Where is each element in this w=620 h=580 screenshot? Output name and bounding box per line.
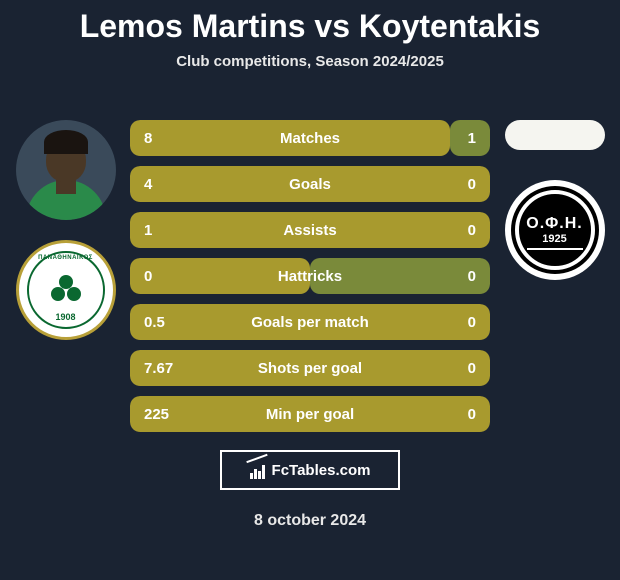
stat-label: Goals per match (251, 314, 369, 331)
page-subtitle: Club competitions, Season 2024/2025 (0, 53, 620, 70)
stat-value-right: 0 (468, 176, 476, 193)
stat-value-left: 1 (144, 222, 152, 239)
left-player-column: ΠΑΝΑΘΗΝΑΙΚΟΣ 1908 (8, 120, 123, 340)
stat-value-left: 0.5 (144, 314, 165, 331)
stat-label: Shots per goal (258, 360, 362, 377)
club-year-left: 1908 (55, 312, 75, 322)
player-avatar-left (16, 120, 116, 220)
stat-label: Min per goal (266, 406, 354, 423)
stats-table: 8 Matches 1 4 Goals 0 1 Assists 0 0 Hattricks 0 0.5 G… (130, 120, 490, 432)
stat-value-left: 8 (144, 130, 152, 147)
stat-value-right: 0 (468, 222, 476, 239)
stat-value-left: 7.67 (144, 360, 173, 377)
watermark-text: FcTables.com (272, 462, 371, 479)
club-logo-right: Ο.Φ.Η. 1925 (505, 180, 605, 280)
club-short-right: Ο.Φ.Η. (526, 215, 582, 233)
stat-label: Hattricks (278, 268, 342, 285)
stat-row: 7.67 Shots per goal 0 (130, 350, 490, 386)
club-logo-left: ΠΑΝΑΘΗΝΑΙΚΟΣ 1908 (16, 240, 116, 340)
stat-value-right: 0 (468, 314, 476, 331)
page-title: Lemos Martins vs Koytentakis (0, 0, 620, 45)
stat-row: 1 Assists 0 (130, 212, 490, 248)
stat-row: 4 Goals 0 (130, 166, 490, 202)
stat-row: 0 Hattricks 0 (130, 258, 490, 294)
club-name-left: ΠΑΝΑΘΗΝΑΙΚΟΣ (38, 255, 93, 261)
chart-icon (250, 461, 268, 479)
shamrock-icon (51, 275, 81, 305)
club-year-right: 1925 (542, 233, 566, 245)
watermark-badge: FcTables.com (220, 450, 400, 490)
stat-label: Matches (280, 130, 340, 147)
stat-value-left: 225 (144, 406, 169, 423)
stat-label: Goals (289, 176, 331, 193)
stat-row: 8 Matches 1 (130, 120, 490, 156)
footer-date: 8 october 2024 (0, 512, 620, 530)
stat-label: Assists (283, 222, 336, 239)
stat-row: 0.5 Goals per match 0 (130, 304, 490, 340)
stat-value-right: 0 (468, 406, 476, 423)
flag-placeholder-right (505, 120, 605, 150)
stat-value-left: 0 (144, 268, 152, 285)
stat-value-right: 0 (468, 268, 476, 285)
stat-value-right: 0 (468, 360, 476, 377)
stat-row: 225 Min per goal 0 (130, 396, 490, 432)
stat-value-right: 1 (468, 130, 476, 147)
stat-value-left: 4 (144, 176, 152, 193)
right-player-column: Ο.Φ.Η. 1925 (497, 120, 612, 280)
